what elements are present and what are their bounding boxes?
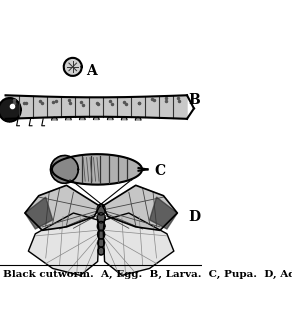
Polygon shape bbox=[52, 154, 142, 184]
Text: A: A bbox=[86, 64, 97, 78]
Polygon shape bbox=[93, 117, 99, 120]
Polygon shape bbox=[97, 213, 105, 223]
Polygon shape bbox=[6, 95, 187, 119]
Polygon shape bbox=[107, 117, 113, 120]
Polygon shape bbox=[97, 221, 105, 231]
Polygon shape bbox=[51, 156, 78, 183]
Polygon shape bbox=[0, 98, 21, 122]
Polygon shape bbox=[98, 230, 105, 239]
Polygon shape bbox=[25, 185, 100, 230]
Polygon shape bbox=[150, 197, 177, 229]
Polygon shape bbox=[98, 239, 105, 247]
Polygon shape bbox=[25, 197, 53, 229]
Polygon shape bbox=[102, 185, 177, 230]
Text: C: C bbox=[154, 164, 166, 178]
Polygon shape bbox=[121, 117, 127, 120]
Text: D: D bbox=[188, 210, 201, 223]
Polygon shape bbox=[52, 117, 57, 120]
Text: Black cutworm.  A, Egg.  B, Larva.  C, Pupa.  D, Adult.: Black cutworm. A, Egg. B, Larva. C, Pupa… bbox=[3, 270, 292, 279]
Polygon shape bbox=[98, 247, 104, 255]
Polygon shape bbox=[64, 58, 82, 76]
Polygon shape bbox=[135, 117, 141, 120]
Polygon shape bbox=[28, 213, 99, 276]
Polygon shape bbox=[97, 204, 105, 215]
Polygon shape bbox=[79, 117, 85, 120]
Polygon shape bbox=[103, 213, 174, 276]
Polygon shape bbox=[66, 117, 71, 120]
Text: B: B bbox=[188, 93, 200, 107]
